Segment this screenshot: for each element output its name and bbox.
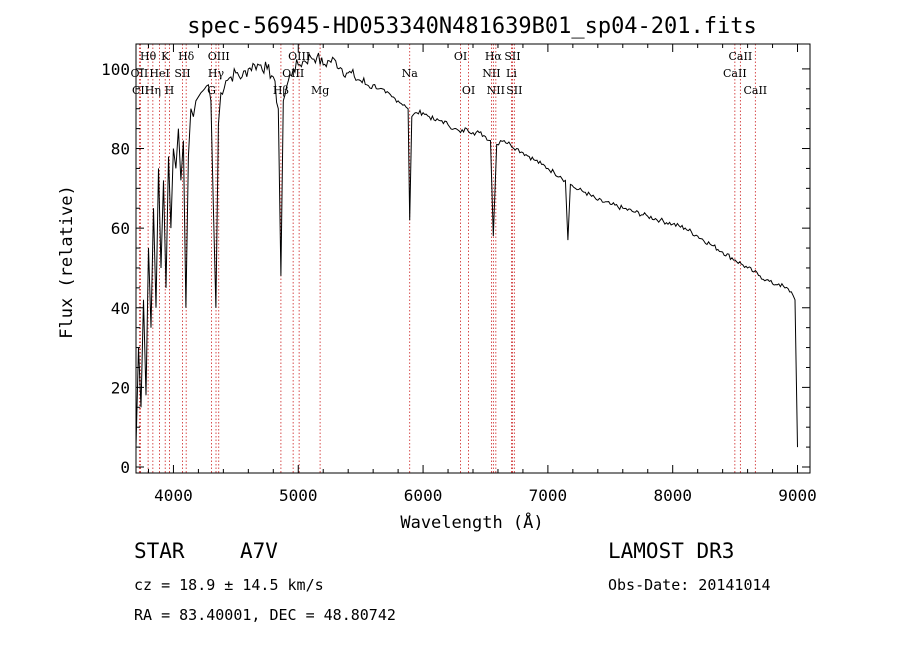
spectral-line-label: SII [174, 67, 190, 80]
y-tick-label: 80 [111, 140, 130, 159]
x-tick-label: 7000 [529, 486, 568, 505]
spectral-line-label: Hγ [208, 67, 225, 80]
spectral-line-label: SII [504, 50, 520, 63]
spectrum-series-line [135, 52, 798, 448]
spectral-line-markers [138, 44, 756, 473]
spectral-subclass: A7V [240, 539, 278, 563]
spectral-line-label: Hη [145, 84, 161, 97]
x-tick-label: 8000 [653, 486, 692, 505]
spectral-line-label: Hθ [140, 50, 157, 63]
spectral-line-label: HeI [149, 67, 169, 80]
spectral-line-label: H [165, 84, 175, 97]
chart-title: spec-56945-HD053340N481639B01_sp04-201.f… [187, 14, 757, 39]
spectral-line-label: Hα [485, 50, 503, 63]
plot-frame [135, 43, 811, 474]
spectral-line-label: OI [454, 50, 467, 63]
spectral-line-label: OIII [288, 50, 310, 63]
spectral-line-label: Hδ [178, 50, 195, 63]
object-class: STAR [134, 539, 185, 563]
x-tick-label: 4000 [154, 486, 193, 505]
redshift-text: cz = 18.9 ± 14.5 km/s [134, 576, 324, 594]
spectral-line-label: OI [462, 84, 475, 97]
x-tick-label: 5000 [279, 486, 318, 505]
obs-date: Obs-Date: 20141014 [608, 576, 771, 594]
spectral-line-label: SII [506, 84, 522, 97]
y-tick-label: 40 [111, 299, 130, 318]
spectral-line-label: CaII [729, 50, 753, 63]
spectral-line-label: OII [131, 67, 149, 80]
spectral-line-label: OIII [208, 50, 230, 63]
spectral-line-label: Li [506, 67, 517, 80]
y-axis-ticks: 0 20 40 60 80 100 [101, 60, 810, 477]
spectral-line-label: G [207, 84, 216, 97]
spectral-line-label: OIII [282, 67, 304, 80]
y-tick-label: 60 [111, 219, 130, 238]
y-axis-label: Flux (relative) [57, 185, 77, 339]
spectral-line-label: NII [482, 67, 500, 80]
x-tick-label: 6000 [404, 486, 443, 505]
coordinates: RA = 83.40001, DEC = 48.80742 [134, 606, 396, 624]
x-axis-label: Wavelength (Å) [400, 511, 543, 533]
y-tick-label: 0 [120, 458, 130, 477]
spectral-line-label: NII [487, 84, 505, 97]
y-tick-label: 20 [111, 378, 130, 397]
spectral-line-label: K [161, 50, 170, 63]
y-tick-label: 100 [101, 60, 130, 79]
spectral-line-label: Mg [311, 84, 329, 97]
spectral-line-label: Na [402, 67, 419, 80]
x-axis-ticks: 4000 5000 6000 7000 8000 9000 [147, 44, 817, 505]
spectral-line-label: CaII [723, 67, 747, 80]
x-tick-label: 9000 [778, 486, 817, 505]
survey-name: LAMOST DR3 [608, 539, 734, 563]
spectral-line-label: CaII [743, 84, 767, 97]
